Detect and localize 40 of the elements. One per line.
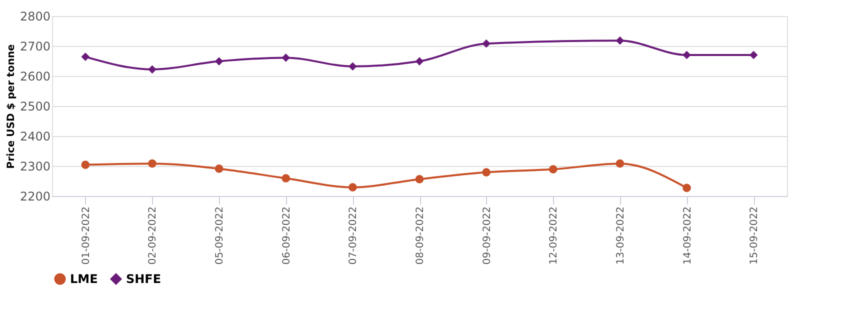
x-tick-label: 05-09-2022 bbox=[214, 206, 226, 265]
y-tick-label: 2400 bbox=[20, 130, 50, 144]
y-tick-label: 2200 bbox=[20, 190, 50, 204]
legend-label: SHFE bbox=[126, 272, 162, 286]
point bbox=[415, 175, 424, 184]
x-tick-label: 09-09-2022 bbox=[482, 206, 493, 265]
point bbox=[214, 164, 224, 173]
x-tick-label: 08-09-2022 bbox=[415, 206, 426, 265]
point bbox=[616, 36, 624, 45]
point bbox=[548, 165, 558, 174]
x-tick-label: 06-09-2022 bbox=[281, 206, 292, 265]
point bbox=[148, 159, 156, 168]
y-tick-label: 2300 bbox=[20, 160, 50, 174]
point bbox=[348, 62, 357, 71]
point bbox=[81, 160, 90, 169]
point bbox=[81, 52, 90, 61]
x-tick-label: 14-09-2022 bbox=[682, 206, 694, 265]
point bbox=[214, 57, 224, 66]
point bbox=[282, 54, 290, 62]
y-axis-title: Price USD $ per tonne bbox=[6, 44, 17, 169]
x-tick-label: 15-09-2022 bbox=[749, 206, 760, 265]
legend-label: LME bbox=[70, 272, 98, 286]
x-tick-label: 13-09-2022 bbox=[615, 206, 626, 265]
point bbox=[482, 39, 490, 48]
x-tick-label: 12-09-2022 bbox=[548, 206, 560, 265]
x-tick-label: 07-09-2022 bbox=[348, 206, 360, 265]
x-tick-label: 01-09-2022 bbox=[80, 206, 92, 265]
y-tick-label: 2700 bbox=[20, 40, 50, 54]
y-tick-label: 2600 bbox=[20, 70, 50, 84]
point bbox=[148, 65, 156, 74]
x-tick-label: 02-09-2022 bbox=[148, 206, 159, 265]
y-tick-label: 2500 bbox=[20, 100, 50, 114]
point bbox=[482, 168, 490, 176]
point bbox=[415, 57, 424, 66]
point bbox=[348, 183, 357, 192]
point bbox=[616, 159, 624, 168]
point bbox=[682, 50, 691, 60]
point bbox=[682, 184, 691, 192]
point bbox=[282, 174, 290, 182]
y-tick-label: 2800 bbox=[20, 10, 50, 24]
